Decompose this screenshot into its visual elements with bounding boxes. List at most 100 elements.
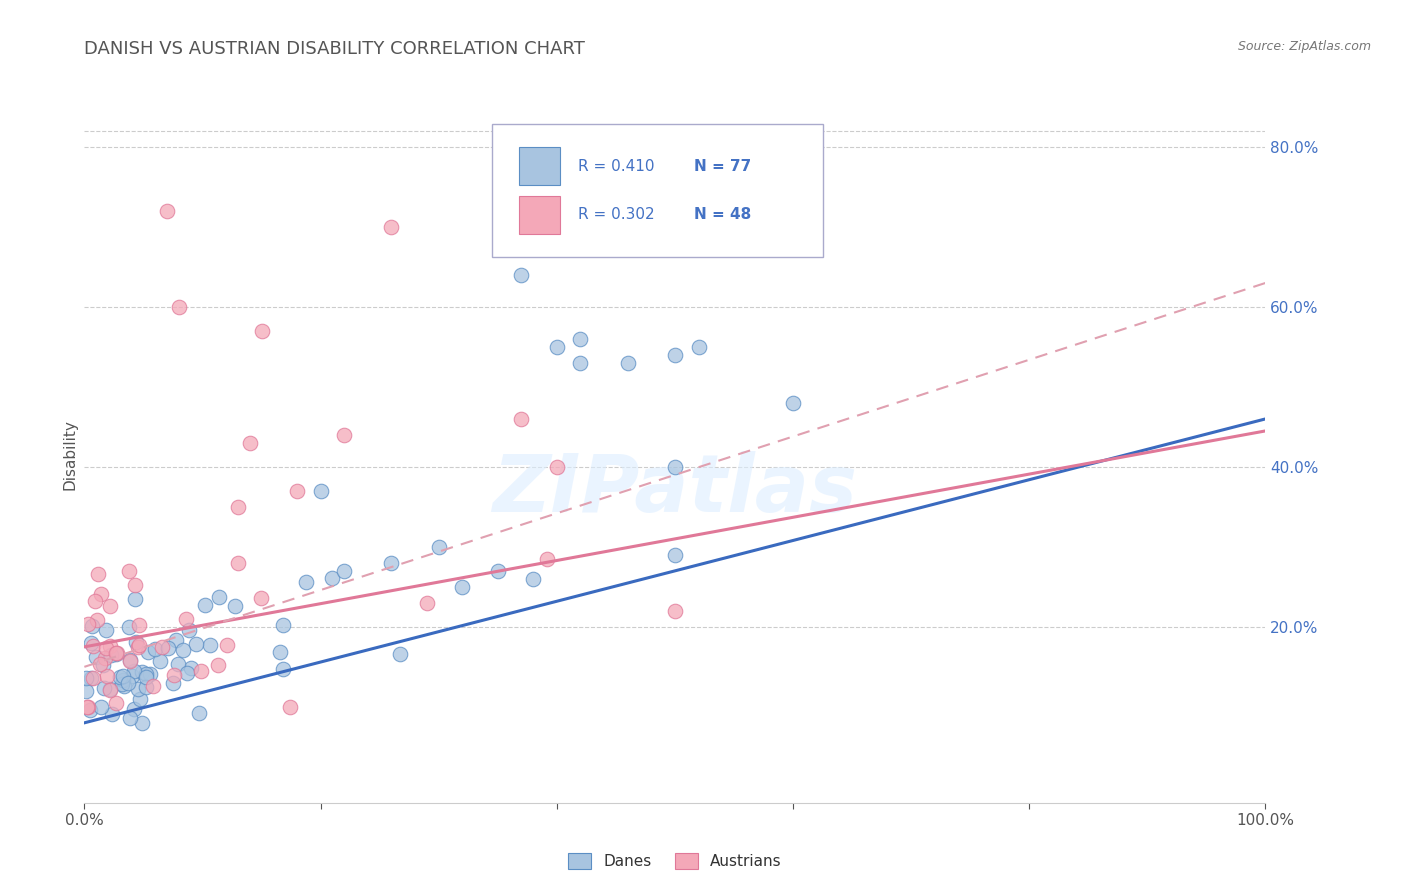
Point xyxy=(451,580,474,594)
Point xyxy=(75,671,97,685)
Point xyxy=(208,590,231,604)
Y-axis label: Disability: Disability xyxy=(62,419,77,491)
Point xyxy=(143,641,166,656)
Point xyxy=(309,483,332,498)
Text: N = 48: N = 48 xyxy=(693,207,751,222)
Point xyxy=(180,660,202,674)
Point xyxy=(388,647,411,661)
Text: R = 0.410: R = 0.410 xyxy=(578,159,655,174)
Point xyxy=(380,219,402,234)
Point xyxy=(96,669,118,683)
Point xyxy=(179,623,201,637)
Point xyxy=(271,662,294,676)
Point xyxy=(82,639,104,653)
Point xyxy=(271,618,294,632)
Point xyxy=(176,666,198,681)
Point xyxy=(427,540,450,554)
Point xyxy=(86,613,108,627)
Point xyxy=(93,681,115,695)
Point xyxy=(105,646,128,660)
Point xyxy=(110,670,132,684)
Point xyxy=(118,652,141,666)
Point xyxy=(94,641,117,656)
Point xyxy=(90,587,112,601)
Point xyxy=(250,324,273,338)
Point xyxy=(569,332,592,346)
Point xyxy=(120,711,142,725)
Point xyxy=(107,646,129,660)
Point xyxy=(118,654,141,668)
Text: R = 0.302: R = 0.302 xyxy=(578,207,655,222)
Point xyxy=(664,348,686,362)
Point xyxy=(207,658,229,673)
Point xyxy=(165,633,187,648)
Point xyxy=(150,640,173,655)
Point xyxy=(135,671,157,685)
Point xyxy=(215,638,238,652)
Point xyxy=(664,459,686,474)
FancyBboxPatch shape xyxy=(492,124,823,257)
Point xyxy=(98,681,121,696)
Text: ZIPatlas: ZIPatlas xyxy=(492,450,858,529)
Point xyxy=(782,396,804,410)
Point xyxy=(510,268,533,282)
Point xyxy=(184,637,207,651)
Point xyxy=(156,640,179,655)
Point xyxy=(486,564,509,578)
Point xyxy=(167,657,190,671)
Point xyxy=(128,638,150,652)
Point xyxy=(416,596,439,610)
Text: DANISH VS AUSTRIAN DISABILITY CORRELATION CHART: DANISH VS AUSTRIAN DISABILITY CORRELATIO… xyxy=(84,40,585,58)
Point xyxy=(82,671,104,685)
Point xyxy=(80,671,103,685)
Point xyxy=(117,676,139,690)
Point xyxy=(98,639,121,653)
Point xyxy=(111,668,134,682)
Point xyxy=(174,612,197,626)
Point xyxy=(93,651,115,665)
Point xyxy=(163,667,186,681)
Point xyxy=(75,684,97,698)
Point xyxy=(98,599,121,614)
Point xyxy=(172,643,194,657)
Point xyxy=(105,696,128,710)
Point xyxy=(112,679,135,693)
Point xyxy=(87,567,110,582)
Point xyxy=(664,548,686,562)
Point xyxy=(131,715,153,730)
Point xyxy=(546,459,568,474)
Point xyxy=(121,669,143,683)
Point xyxy=(127,640,149,654)
Point xyxy=(522,572,544,586)
Point xyxy=(124,591,146,606)
Point xyxy=(124,578,146,592)
Point xyxy=(616,356,638,370)
Point xyxy=(167,300,190,314)
Point xyxy=(250,591,273,605)
Point xyxy=(162,676,184,690)
Point xyxy=(118,564,141,578)
Point xyxy=(333,564,356,578)
Point xyxy=(149,654,172,668)
Legend: Danes, Austrians: Danes, Austrians xyxy=(562,847,787,875)
Point xyxy=(118,620,141,634)
Point xyxy=(239,436,262,450)
Point xyxy=(136,645,159,659)
Point xyxy=(127,681,149,696)
Point xyxy=(76,699,98,714)
Point xyxy=(131,665,153,680)
Point xyxy=(100,648,122,662)
Point xyxy=(688,340,710,354)
Point xyxy=(125,635,148,649)
Point xyxy=(510,412,533,426)
FancyBboxPatch shape xyxy=(519,195,561,234)
Point xyxy=(198,638,221,652)
Text: N = 77: N = 77 xyxy=(693,159,751,174)
Point xyxy=(101,707,124,722)
Point xyxy=(135,667,157,681)
Point xyxy=(122,702,145,716)
Point xyxy=(190,664,212,678)
Point xyxy=(226,500,249,514)
Point xyxy=(76,617,98,632)
Point xyxy=(79,703,101,717)
